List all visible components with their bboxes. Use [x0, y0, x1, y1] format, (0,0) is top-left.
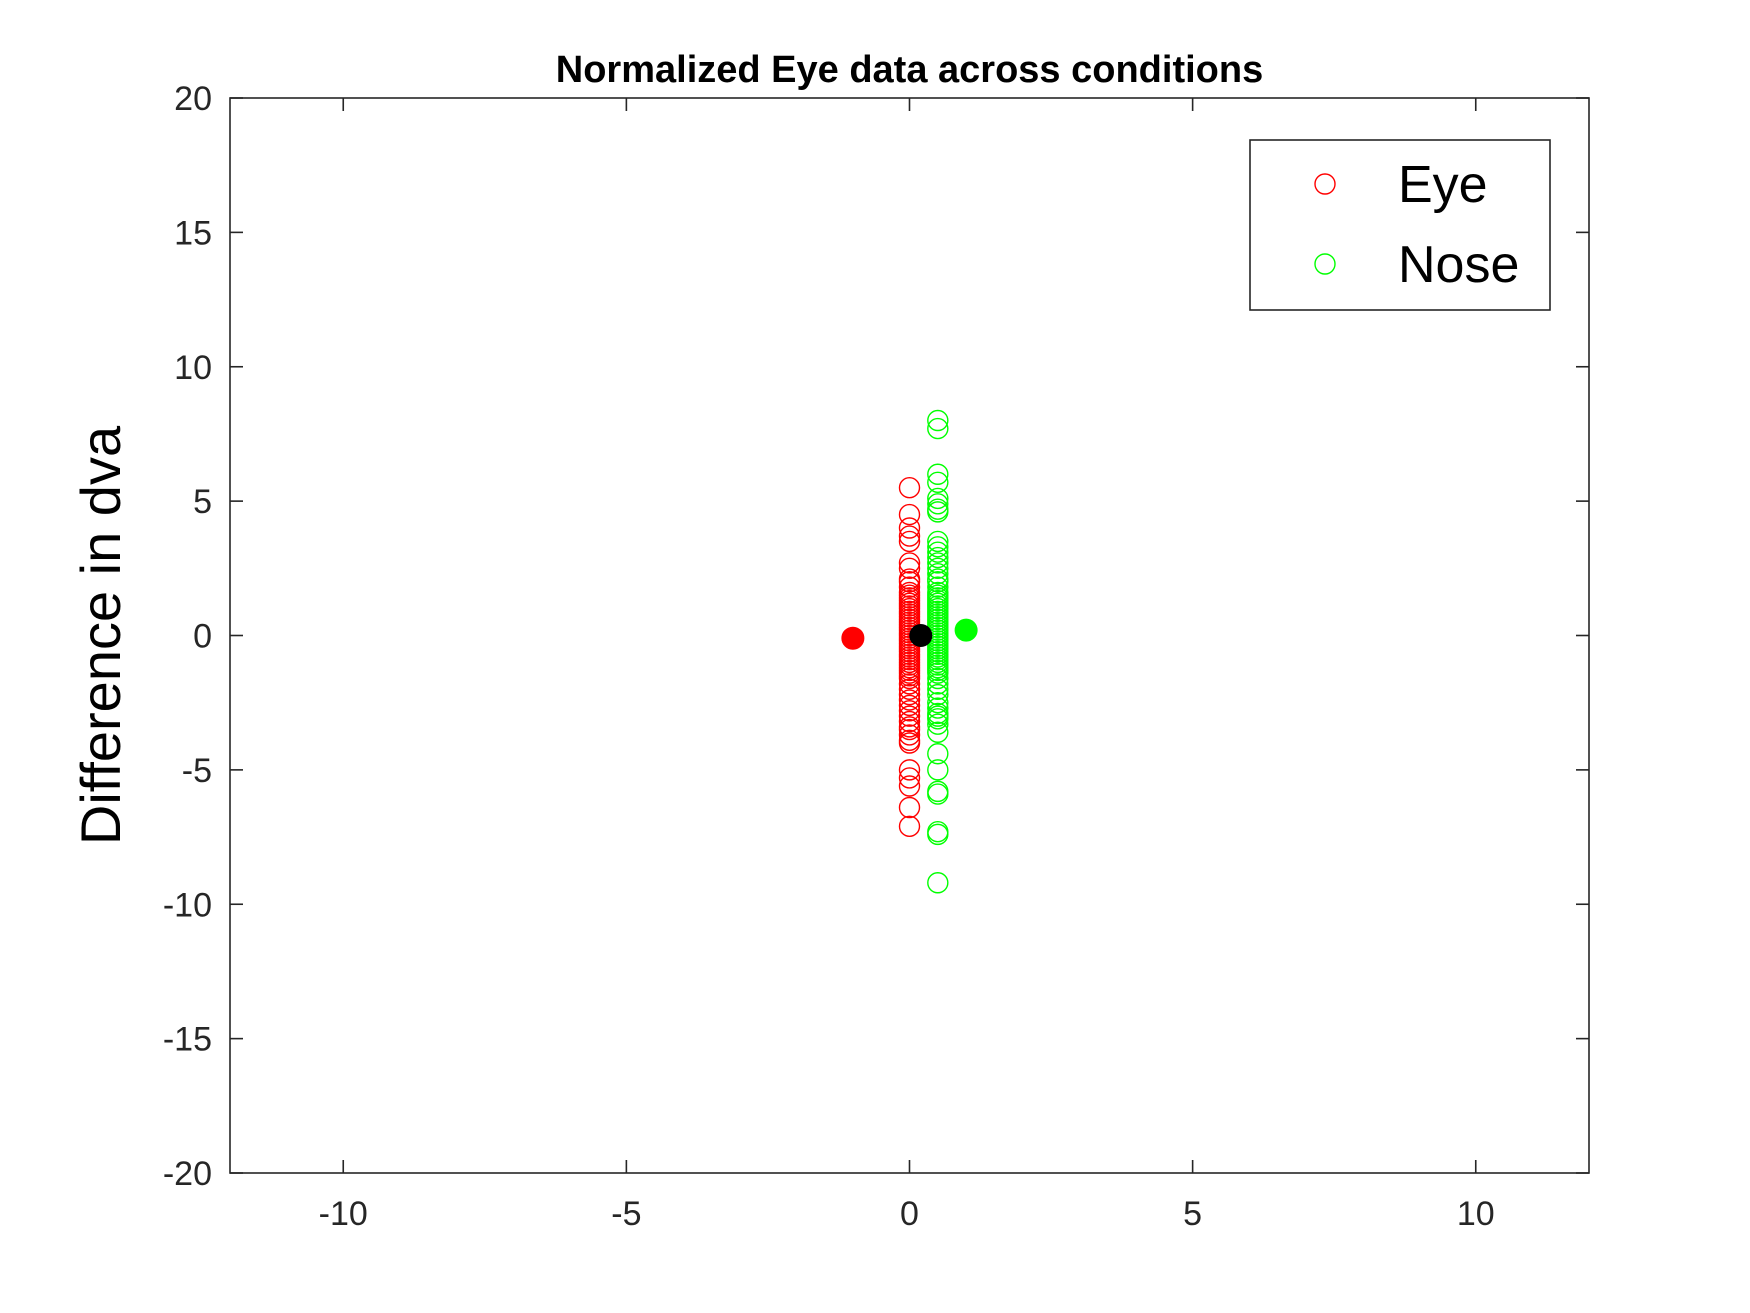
data-point-nose [927, 552, 949, 574]
data-point-eye [898, 796, 921, 819]
x-tick-label: 10 [1457, 1195, 1495, 1233]
data-point-nose [927, 417, 949, 440]
x-tick-label: -5 [611, 1195, 641, 1233]
data-point-eye [898, 815, 921, 838]
data-point-eye [898, 667, 921, 690]
data-point-eye [898, 576, 921, 598]
data-point-nose [927, 530, 949, 553]
mean-point [909, 624, 933, 647]
data-point-eye [898, 759, 921, 781]
y-tick-label: -5 [182, 752, 212, 790]
data-point-nose [927, 571, 949, 593]
data-point-eye [898, 718, 921, 741]
data-point-nose [927, 678, 949, 700]
data-point-nose [927, 759, 949, 781]
data-point-nose [927, 667, 949, 690]
legend-box [1249, 139, 1551, 311]
data-point-nose [927, 673, 949, 695]
data-point-eye [898, 571, 921, 593]
x-tick-label: -10 [319, 1195, 368, 1233]
y-tick-label: 15 [174, 214, 212, 252]
legend-label-nose: Nose [1398, 236, 1519, 294]
legend-marker-eye [1314, 173, 1336, 195]
data-point-eye [898, 683, 921, 706]
data-point-eye [898, 732, 921, 754]
y-tick-label: 5 [193, 483, 212, 521]
data-point-eye [898, 710, 921, 733]
data-point-eye [898, 678, 921, 700]
data-point-nose [927, 541, 949, 563]
data-point-nose [927, 536, 949, 558]
data-point-nose [927, 557, 949, 580]
data-point-eye [898, 689, 921, 711]
data-point-eye [898, 476, 921, 499]
chart-title: Normalized Eye data across conditions [556, 49, 1263, 91]
data-point-eye [898, 517, 921, 539]
axis-ticks: -10 -5 0 5 10 -20 -15 -10 -5 0 5 10 15 20 [163, 80, 1589, 1233]
data-point-nose [927, 783, 949, 805]
data-point-eye [898, 767, 921, 789]
data-point-nose [927, 708, 949, 730]
data-point-eye [898, 724, 921, 746]
data-point-nose [927, 823, 949, 846]
data-point-nose [927, 721, 949, 743]
data-point-nose [927, 743, 949, 765]
data-point-nose [927, 562, 949, 585]
x-tick-label: 0 [900, 1195, 919, 1233]
data-point-nose [927, 713, 949, 735]
y-tick-label: 20 [174, 80, 212, 118]
data-point-eye [898, 673, 921, 695]
data-point-nose [927, 576, 949, 598]
data-point-eye [898, 700, 921, 722]
legend-marker-nose [1314, 253, 1336, 275]
data-point-nose [927, 471, 949, 494]
data-point-nose [927, 683, 949, 706]
data-point-nose [927, 697, 949, 719]
y-tick-label: 0 [193, 618, 212, 656]
legend-label-eye: Eye [1398, 156, 1488, 214]
y-axis-label: Difference in dva [69, 425, 132, 845]
data-point-eye [898, 525, 921, 547]
data-point-nose [927, 487, 949, 510]
data-point-nose [927, 501, 949, 523]
legend: Eye Nose [1249, 139, 1551, 311]
data-point-nose [927, 493, 949, 515]
data-point-nose [927, 409, 949, 432]
data-point-nose [927, 872, 949, 894]
data-point-eye [898, 552, 921, 574]
y-tick-label: 10 [174, 349, 212, 387]
data-point-eye [898, 694, 921, 717]
mean-point [954, 618, 978, 642]
data-point-nose [927, 691, 949, 714]
data-point-eye [898, 557, 921, 580]
data-points [841, 409, 978, 894]
data-point-eye [898, 503, 921, 526]
data-point-eye [898, 705, 921, 727]
y-tick-label: -10 [163, 886, 212, 924]
y-tick-label: -15 [163, 1021, 212, 1059]
mean-point [841, 626, 865, 650]
data-point-eye [898, 775, 921, 797]
x-tick-label: 5 [1183, 1195, 1202, 1233]
data-point-nose [927, 463, 949, 485]
data-point-nose [927, 662, 949, 684]
data-point-nose [927, 546, 949, 569]
data-point-eye [898, 530, 921, 553]
y-tick-label: -20 [163, 1155, 212, 1193]
